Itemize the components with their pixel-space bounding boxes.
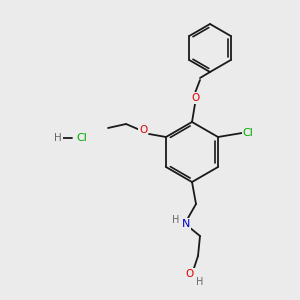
Text: H: H [196, 277, 204, 287]
Text: H: H [172, 215, 180, 225]
Text: H: H [54, 133, 62, 143]
Text: Cl: Cl [76, 133, 87, 143]
Text: N: N [182, 219, 190, 229]
Text: O: O [139, 125, 147, 135]
Text: Cl: Cl [242, 128, 253, 138]
Text: O: O [191, 93, 199, 103]
Text: O: O [186, 269, 194, 279]
